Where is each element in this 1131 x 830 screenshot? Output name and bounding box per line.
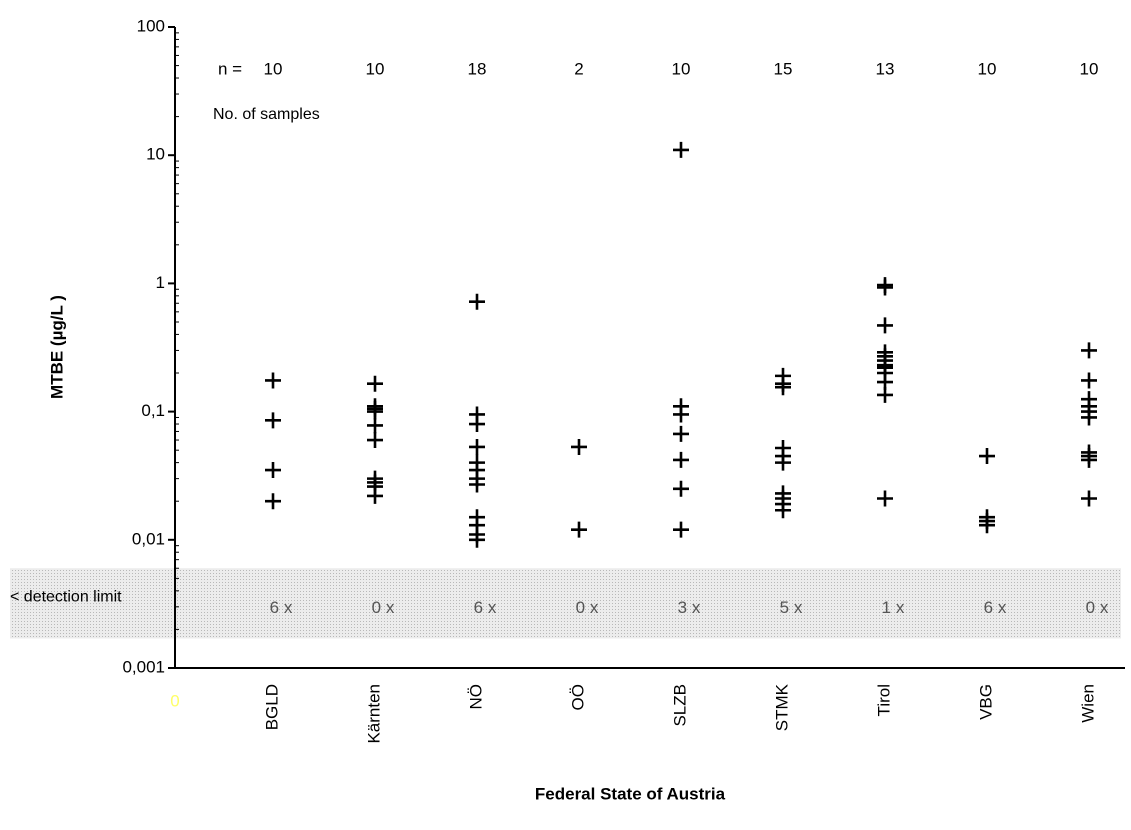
data-point xyxy=(979,448,995,465)
y-axis-title: MTBE (µg/L ) xyxy=(47,295,66,399)
n-count: 15 xyxy=(774,59,793,78)
x-tick-label: Wien xyxy=(1078,684,1097,723)
data-point xyxy=(775,379,791,396)
y-tick-label: 100 xyxy=(137,16,165,35)
data-point xyxy=(367,403,383,420)
detection-label: < detection limit xyxy=(10,589,122,606)
data-point xyxy=(1081,342,1097,359)
data-point xyxy=(265,462,281,479)
below-detection-label: 0 x xyxy=(372,598,395,617)
data-point xyxy=(877,490,893,507)
x-tick-label: SLZB xyxy=(670,684,689,727)
below-detection-label: 0 x xyxy=(576,598,599,617)
x-tick-label: Tirol xyxy=(874,684,893,716)
data-point xyxy=(1081,451,1097,468)
n-prefix: n = xyxy=(218,59,242,78)
data-point xyxy=(265,412,281,429)
data-point xyxy=(673,451,689,468)
data-point xyxy=(469,293,485,310)
below-detection-label: 0 x xyxy=(1086,598,1109,617)
data-point xyxy=(469,476,485,493)
data-point xyxy=(673,480,689,497)
x-tick-label: STMK xyxy=(772,683,791,731)
data-point xyxy=(469,438,485,455)
data-point xyxy=(469,416,485,433)
data-point xyxy=(367,375,383,392)
data-point xyxy=(367,487,383,504)
n-count: 2 xyxy=(574,59,583,78)
origin-label: 0 xyxy=(170,691,179,710)
n-count: 10 xyxy=(366,59,385,78)
data-point xyxy=(1081,372,1097,389)
n-count: 10 xyxy=(978,59,997,78)
y-tick-label: 10 xyxy=(146,145,165,164)
data-point xyxy=(877,279,893,296)
x-tick-label: NÖ xyxy=(466,684,485,710)
data-point xyxy=(877,386,893,403)
data-point xyxy=(265,372,281,389)
data-point xyxy=(1081,409,1097,426)
y-tick-label: 0,1 xyxy=(141,401,165,420)
y-tick-label: 0,01 xyxy=(132,529,165,548)
y-tick-label: 1 xyxy=(156,273,165,292)
data-point xyxy=(775,502,791,519)
below-detection-label: 5 x xyxy=(780,598,803,617)
data-point xyxy=(775,454,791,471)
n-count: 13 xyxy=(876,59,895,78)
n-count: 10 xyxy=(264,59,283,78)
data-point xyxy=(367,417,383,434)
data-point xyxy=(673,425,689,442)
data-point xyxy=(571,438,587,455)
samples-label: No. of samples xyxy=(213,106,320,123)
data-point xyxy=(1081,490,1097,507)
data-point xyxy=(673,406,689,423)
x-tick-label: OÖ xyxy=(568,684,587,710)
data-point xyxy=(469,531,485,548)
data-point xyxy=(367,432,383,449)
data-point xyxy=(877,317,893,334)
y-tick-label: 0,001 xyxy=(122,657,165,676)
detection-band xyxy=(10,568,1121,639)
below-detection-label: 3 x xyxy=(678,598,701,617)
n-count: 10 xyxy=(672,59,691,78)
data-point xyxy=(979,517,995,534)
data-point xyxy=(571,521,587,538)
data-point xyxy=(673,141,689,158)
x-axis-title: Federal State of Austria xyxy=(535,784,726,803)
data-point xyxy=(265,493,281,510)
n-count: 18 xyxy=(468,59,487,78)
x-tick-label: VBG xyxy=(976,684,995,720)
below-detection-label: 1 x xyxy=(882,598,905,617)
n-count: 10 xyxy=(1080,59,1099,78)
x-tick-label: BGLD xyxy=(262,684,281,730)
x-tick-label: Kärnten xyxy=(364,684,383,744)
below-detection-label: 6 x xyxy=(474,598,497,617)
below-detection-label: 6 x xyxy=(270,598,293,617)
below-detection-label: 6 x xyxy=(984,598,1007,617)
data-point xyxy=(673,521,689,538)
